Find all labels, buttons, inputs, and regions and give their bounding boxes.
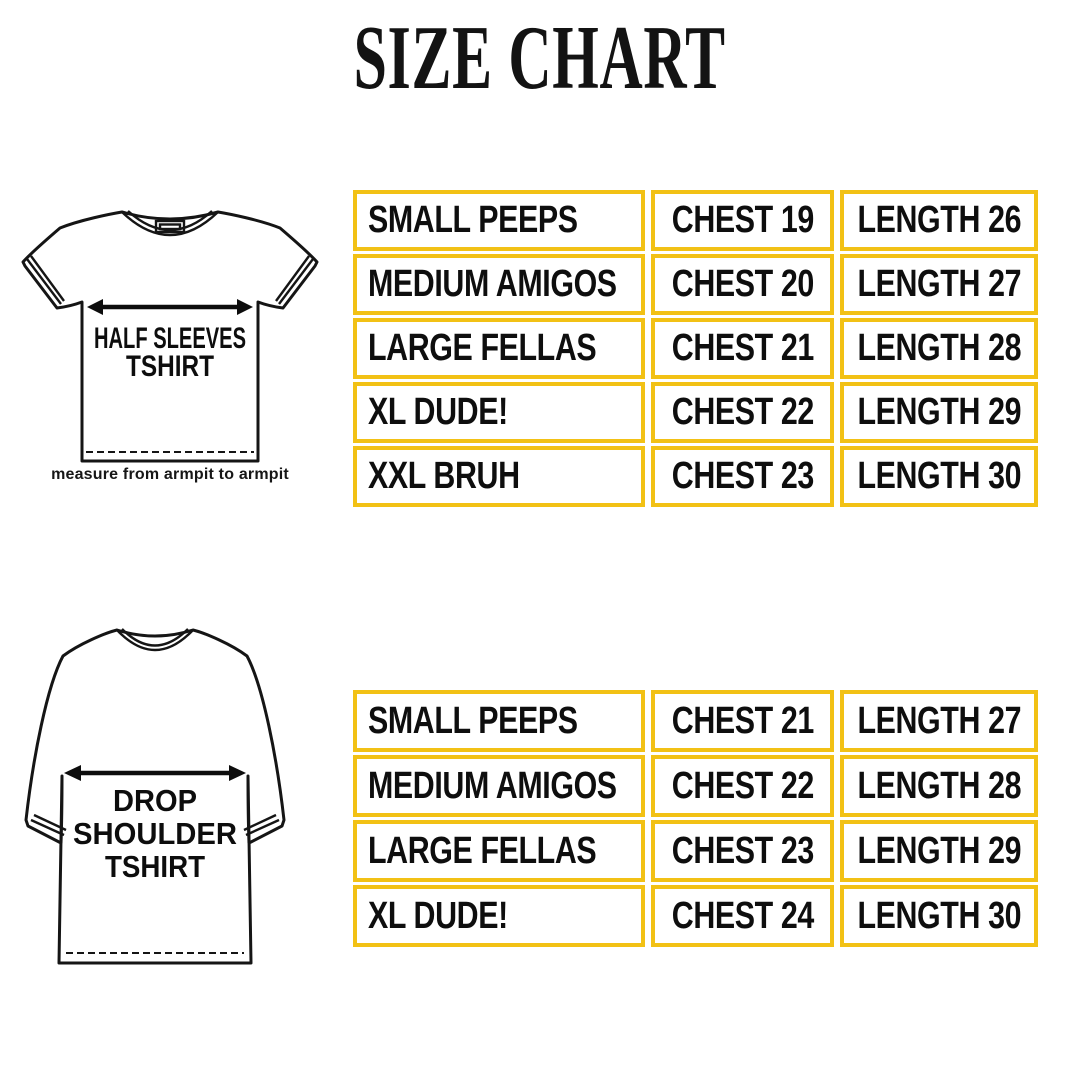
length-cell: LENGTH 27 <box>840 690 1038 752</box>
neck-label-inner <box>158 223 182 231</box>
chest-measure-arrow <box>64 765 246 781</box>
length-cell: LENGTH 30 <box>840 885 1038 947</box>
chest-cell: CHEST 21 <box>651 690 834 752</box>
left-cuff-seam <box>30 818 65 837</box>
size-cell: XL DUDE! <box>353 885 645 947</box>
size-cell: LARGE FELLAS <box>353 820 645 882</box>
tshirt-label-line2: SHOULDER <box>73 816 237 851</box>
left-cuff-seam-2 <box>33 813 67 832</box>
chest-cell: CHEST 21 <box>651 318 834 379</box>
left-cuff-seam <box>26 258 62 305</box>
right-cuff-seam-2 <box>243 813 277 832</box>
size-cell: SMALL PEEPS <box>353 690 645 752</box>
tshirt-label-line3: TSHIRT <box>105 849 205 884</box>
length-cell: LENGTH 26 <box>840 190 1038 251</box>
collar-outer-line <box>121 211 219 237</box>
length-cell: LENGTH 28 <box>840 755 1038 817</box>
left-cuff-seam-2 <box>30 255 65 302</box>
size-cell: XXL BRUH <box>353 446 645 507</box>
chest-measure-arrow <box>87 299 253 315</box>
neck-label <box>154 219 186 234</box>
tshirt-label-line1: HALF SLEEVES <box>94 322 246 355</box>
right-cuff-seam-2 <box>275 255 310 302</box>
size-cell: MEDIUM AMIGOS <box>353 755 645 817</box>
half-sleeves-tshirt-illustration: HALF SLEEVES TSHIRT <box>21 210 319 463</box>
tshirt-label-line1: DROP <box>113 783 197 818</box>
collar-outer-line <box>116 629 194 652</box>
collar-inner-line <box>121 628 189 647</box>
size-cell: XL DUDE! <box>353 382 645 443</box>
chest-cell: CHEST 23 <box>651 446 834 507</box>
length-cell: LENGTH 29 <box>840 382 1038 443</box>
length-cell: LENGTH 27 <box>840 254 1038 315</box>
page-title-text: SIZE CHART <box>353 8 727 109</box>
size-cell: MEDIUM AMIGOS <box>353 254 645 315</box>
tshirt-label-line2: TSHIRT <box>126 350 214 383</box>
size-cell: LARGE FELLAS <box>353 318 645 379</box>
page-title: SIZE CHART <box>0 8 1080 109</box>
length-cell: LENGTH 29 <box>840 820 1038 882</box>
chest-cell: CHEST 19 <box>651 190 834 251</box>
length-cell: LENGTH 28 <box>840 318 1038 379</box>
chest-cell: CHEST 24 <box>651 885 834 947</box>
chest-cell: CHEST 23 <box>651 820 834 882</box>
chest-cell: CHEST 22 <box>651 755 834 817</box>
drop-shoulder-tshirt-illustration: DROP SHOULDER TSHIRT <box>24 628 286 965</box>
length-cell: LENGTH 30 <box>840 446 1038 507</box>
chest-cell: CHEST 22 <box>651 382 834 443</box>
drop-shoulder-size-table: SMALL PEEPS CHEST 21 LENGTH 27 MEDIUM AM… <box>353 690 1038 947</box>
right-cuff-seam <box>245 818 280 837</box>
tshirt-outline <box>21 210 319 463</box>
half-sleeves-size-table: SMALL PEEPS CHEST 19 LENGTH 26 MEDIUM AM… <box>353 190 1038 507</box>
right-cuff-seam <box>278 258 314 305</box>
half-sleeves-tshirt-figure: HALF SLEEVES TSHIRT <box>20 196 320 466</box>
chest-cell: CHEST 20 <box>651 254 834 315</box>
tshirt-outline <box>24 628 286 965</box>
size-cell: SMALL PEEPS <box>353 190 645 251</box>
drop-shoulder-tshirt-figure: DROP SHOULDER TSHIRT <box>8 608 308 980</box>
measure-caption: measure from armpit to armpit <box>51 466 289 483</box>
